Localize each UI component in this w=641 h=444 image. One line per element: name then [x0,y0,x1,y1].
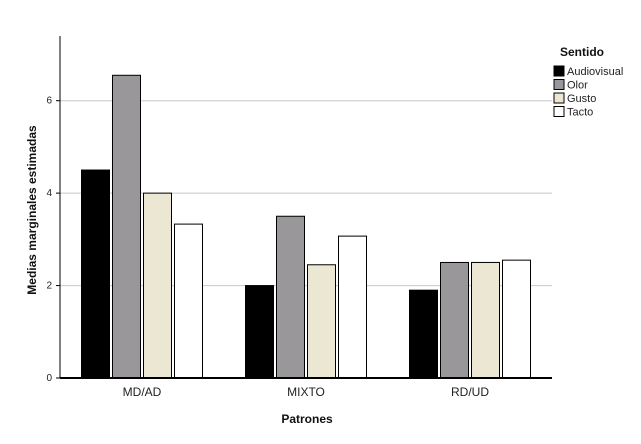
bar-gusto-md-ad [143,192,172,379]
y-tick-label: 6 [46,96,52,107]
bar-audiovisual-mixto [245,285,274,379]
bar-gusto-rd-ud [471,261,500,379]
x-category-labels: MD/AD MIXTO RD/UD [123,385,490,399]
legend-swatch [553,92,565,104]
x-category-label: RD/UD [451,385,489,399]
axes [56,36,552,379]
legend-swatch [553,106,565,117]
y-tick-label: 4 [46,188,52,199]
x-category-label: MIXTO [287,385,325,399]
bar-tacto-mixto [338,235,367,379]
bar-tacto-rd-ud [502,259,531,379]
legend-label: Gusto [567,93,596,105]
x-axis-title: Patrones [281,412,333,426]
bar-audiovisual-md-ad [81,169,110,379]
bar-olor-mixto [276,215,305,379]
bars [81,74,531,379]
bar-gusto-mixto [307,264,336,379]
legend-swatch [553,65,565,77]
y-axis-title: Medias marginales estimadas [25,125,39,295]
bar-olor-md-ad [112,74,141,379]
y-tick-label: 2 [46,281,52,292]
x-category-label: MD/AD [123,385,162,399]
legend-title: Sentido [560,45,604,59]
legend-swatch [553,79,565,90]
bar-olor-rd-ud [440,261,469,379]
legend-label: Tacto [567,107,593,119]
legend-label: Audiovisual [567,66,623,78]
bar-tacto-md-ad [174,223,203,379]
legend-label: Olor [567,80,588,92]
y-tick-label: 0 [46,373,52,384]
gridlines [60,100,552,287]
y-tick-labels: 0 2 4 6 [46,96,52,384]
bar-audiovisual-rd-ud [409,289,438,379]
